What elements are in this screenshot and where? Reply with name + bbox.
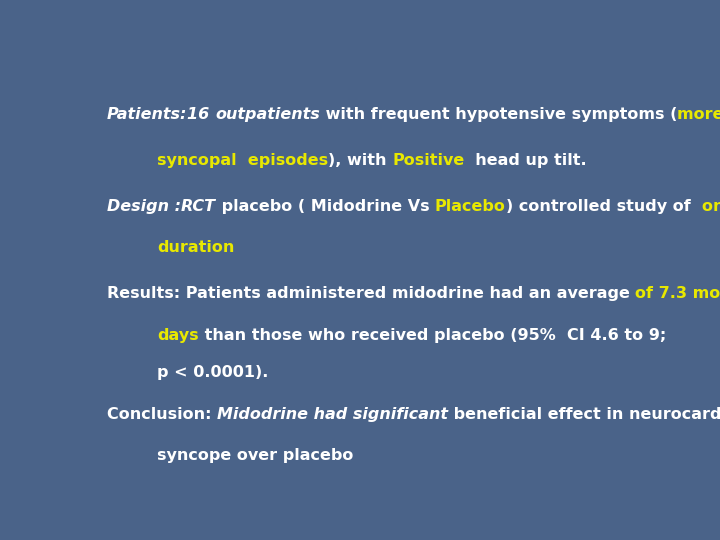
Text: of 7.3 more symptom free: of 7.3 more symptom free — [635, 286, 720, 301]
Text: syncope over placebo: syncope over placebo — [157, 448, 354, 463]
Text: placebo ( Midodrine Vs: placebo ( Midodrine Vs — [216, 199, 435, 214]
Text: 16: 16 — [187, 107, 215, 122]
Text: Midodrine had significant: Midodrine had significant — [217, 407, 448, 422]
Text: outpatients: outpatients — [215, 107, 320, 122]
Text: head up tilt.: head up tilt. — [464, 153, 587, 168]
Text: beneficial effect in neurocardiogenic: beneficial effect in neurocardiogenic — [448, 407, 720, 422]
Text: ), with: ), with — [328, 153, 392, 168]
Text: Placebo: Placebo — [435, 199, 506, 214]
Text: one month: one month — [702, 199, 720, 214]
Text: Positive: Positive — [392, 153, 464, 168]
Text: syncopal  episodes: syncopal episodes — [157, 153, 328, 168]
Text: ) controlled study of: ) controlled study of — [506, 199, 702, 214]
Text: duration: duration — [157, 240, 234, 255]
Text: more than two: more than two — [677, 107, 720, 122]
Text: with frequent hypotensive symptoms (: with frequent hypotensive symptoms ( — [320, 107, 677, 122]
Text: p < 0.0001).: p < 0.0001). — [157, 365, 269, 380]
Text: Conclusion:: Conclusion: — [107, 407, 217, 422]
Text: RCT: RCT — [181, 199, 216, 214]
Text: Patients:: Patients: — [107, 107, 187, 122]
Text: Results: Patients administered midodrine had an average: Results: Patients administered midodrine… — [107, 286, 635, 301]
Text: days: days — [157, 328, 199, 342]
Text: than those who received placebo (95%  CI 4.6 to 9;: than those who received placebo (95% CI … — [199, 328, 666, 342]
Text: Design :: Design : — [107, 199, 181, 214]
